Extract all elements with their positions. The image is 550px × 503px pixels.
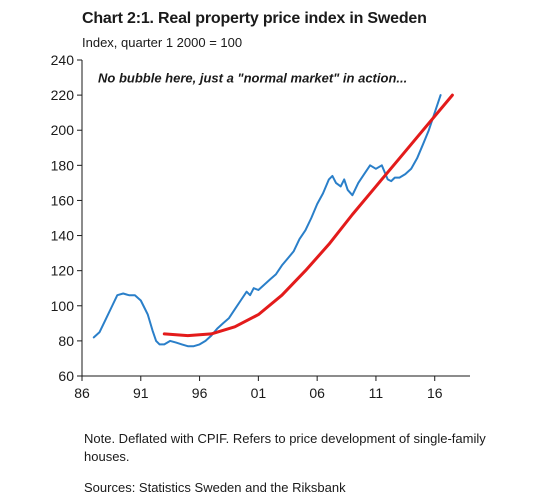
chart-sources: Sources: Statistics Sweden and the Riksb… [84,480,346,495]
y-tick-label: 120 [51,263,75,279]
chart-annotation: No bubble here, just a "normal market" i… [98,71,407,86]
x-tick-label: 01 [251,385,267,401]
price-index-chart: 60 80 100 120 140 160 180 200 220 240 86 91 96 01 06 1… [51,52,470,401]
y-tick-label: 200 [51,122,75,138]
x-tick-label: 86 [74,385,90,401]
chart-title: Chart 2:1. Real property price index in … [82,10,427,27]
x-tick-label: 11 [369,385,384,401]
y-tick-label: 60 [58,368,74,384]
y-tick-label: 100 [51,298,75,314]
chart-series [92,93,454,348]
y-tick-label: 180 [51,157,75,173]
trend-series-line [162,93,454,338]
x-tick-labels: 86 91 96 01 06 11 16 [74,385,443,401]
y-tick-labels: 60 80 100 120 140 160 180 200 220 240 [51,52,75,384]
x-tick-label: 06 [309,385,325,401]
y-tick-label: 140 [51,228,75,244]
index-series-line [92,94,442,348]
x-tick-label: 96 [192,385,208,401]
y-tick-label: 160 [51,192,75,208]
y-tick-label: 80 [58,333,74,349]
x-tick-label: 91 [133,385,149,401]
y-tick-label: 220 [51,87,75,103]
x-tick-label: 16 [427,385,443,401]
chart-note: Note. Deflated with CPIF. Refers to pric… [84,431,486,464]
chart-axes [77,59,470,381]
y-tick-label: 240 [51,52,75,68]
chart-subtitle: Index, quarter 1 2000 = 100 [82,35,243,50]
